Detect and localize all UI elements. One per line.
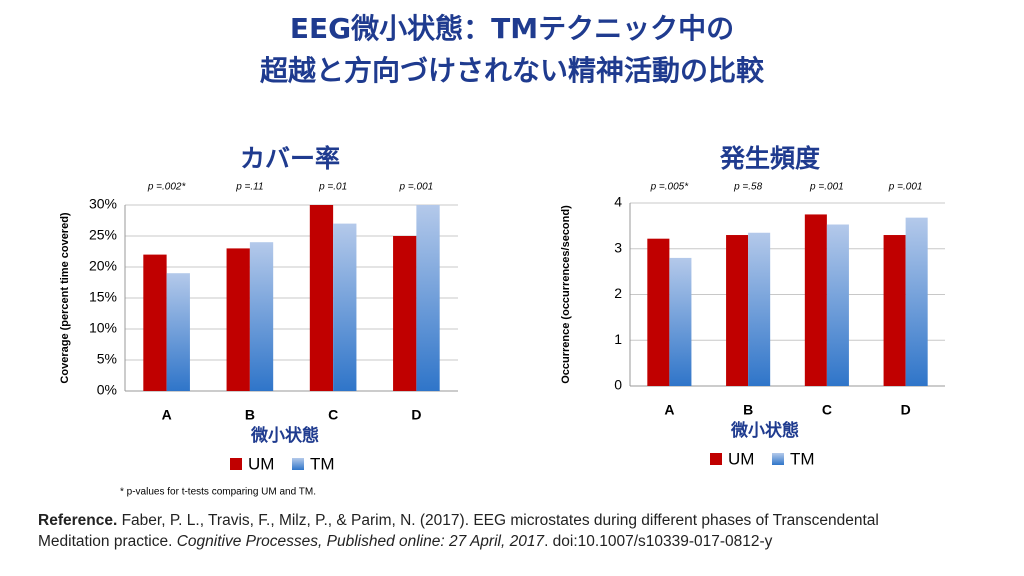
reference-text: Faber, P. L., Travis, F., Milz, P., & Pa… bbox=[38, 512, 879, 550]
annotation: p =.11 bbox=[235, 182, 263, 193]
y-tick-label: 25% bbox=[89, 227, 117, 243]
y-tick-label: 15% bbox=[89, 289, 117, 305]
y-axis-label: Occurrence (occurrences/second) bbox=[560, 205, 572, 384]
bar bbox=[883, 235, 906, 386]
legend-swatch bbox=[772, 453, 784, 465]
x-tick-label: C bbox=[328, 407, 338, 423]
y-tick-label: 20% bbox=[89, 258, 117, 274]
legend-label: UM bbox=[728, 449, 754, 468]
bar bbox=[393, 236, 417, 391]
reference-label: Reference. bbox=[38, 512, 118, 529]
x-tick-label: B bbox=[743, 402, 753, 418]
title-line: EEG微小状態：TMテクニック中の bbox=[290, 12, 734, 45]
y-axis-label: Coverage (percent time covered) bbox=[59, 212, 71, 384]
x-tick-label: D bbox=[901, 402, 911, 418]
bar bbox=[333, 223, 357, 391]
slide: EEG微小状態：TMテクニック中の 超越と方向づけされない精神活動の比較 * p… bbox=[59, 12, 945, 498]
x-tick-label: A bbox=[664, 402, 674, 418]
title-line: 超越と方向づけされない精神活動の比較 bbox=[260, 54, 765, 87]
reference-journal: Cognitive Processes, Published online: 2… bbox=[176, 533, 545, 550]
chart-title: カバー率 bbox=[240, 144, 340, 173]
legend-label: UM bbox=[248, 454, 274, 473]
x-axis-label: 微小状態 bbox=[730, 420, 799, 441]
chart-title: 発生頻度 bbox=[719, 144, 820, 173]
reference-doi: . doi:10.1007/s10339-017-0812-y bbox=[544, 533, 773, 550]
y-tick-label: 1 bbox=[614, 331, 622, 347]
y-tick-label: 4 bbox=[614, 194, 622, 210]
bar bbox=[309, 205, 334, 391]
y-tick-label: 0% bbox=[97, 382, 117, 398]
y-tick-label: 30% bbox=[89, 196, 117, 212]
annotation: p =.01 bbox=[318, 182, 347, 193]
legend-swatch bbox=[292, 458, 304, 470]
bar bbox=[416, 205, 440, 391]
bar bbox=[226, 248, 250, 391]
y-tick-label: 2 bbox=[614, 285, 622, 301]
legend-swatch bbox=[230, 458, 242, 470]
bar bbox=[905, 217, 928, 386]
x-tick-label: B bbox=[245, 407, 255, 423]
y-tick-label: 3 bbox=[614, 239, 622, 255]
x-tick-label: D bbox=[411, 407, 421, 423]
annotation: p =.001 bbox=[888, 182, 923, 193]
y-tick-label: 10% bbox=[89, 320, 117, 336]
x-tick-label: C bbox=[822, 402, 832, 418]
bar bbox=[748, 232, 771, 386]
legend-swatch bbox=[710, 453, 722, 465]
bar bbox=[669, 257, 692, 386]
x-tick-label: A bbox=[162, 407, 172, 423]
y-tick-label: 0 bbox=[614, 377, 622, 393]
bar bbox=[143, 254, 167, 391]
annotation: p =.001 bbox=[809, 182, 844, 193]
annotation: p =.002* bbox=[147, 182, 187, 193]
annotation: p =.58 bbox=[733, 182, 763, 193]
legend-label: TM bbox=[310, 454, 335, 473]
bar bbox=[826, 224, 849, 386]
bar bbox=[166, 273, 190, 391]
reference: Reference. Faber, P. L., Travis, F., Mil… bbox=[38, 510, 938, 552]
bar bbox=[804, 214, 827, 386]
legend-label: TM bbox=[790, 449, 815, 468]
annotation: p =.001 bbox=[399, 182, 434, 193]
bar bbox=[249, 242, 274, 391]
footnote: * p-values for t-tests comparing UM and … bbox=[120, 487, 316, 498]
x-axis-label: 微小状態 bbox=[250, 425, 319, 446]
annotation: p =.005* bbox=[650, 182, 690, 193]
y-tick-label: 5% bbox=[97, 351, 117, 367]
bar bbox=[726, 235, 749, 386]
bar bbox=[647, 238, 670, 386]
